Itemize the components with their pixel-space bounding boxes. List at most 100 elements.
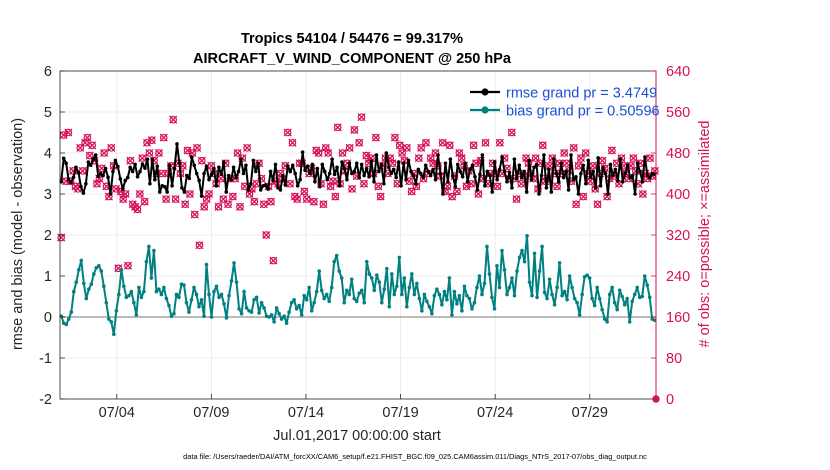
series-point: [254, 295, 259, 300]
obs-assimilated-marker: [154, 148, 163, 158]
obs-marker: [285, 179, 295, 188]
series-point: [66, 177, 71, 182]
obs-assimilated-marker: [493, 182, 502, 191]
legend-label: bias grand pr = 0.50596: [506, 104, 660, 120]
series-point: [283, 183, 288, 187]
series-point: [307, 285, 311, 290]
obs-marker: [448, 192, 457, 201]
series-point: [140, 162, 145, 166]
obs-assimilated-marker: [390, 133, 400, 142]
series-point: [492, 307, 497, 311]
obs-marker: [395, 141, 404, 150]
obs-assimilated-marker: [474, 189, 483, 199]
series-point: [478, 172, 482, 177]
series-point: [487, 272, 492, 276]
obs-possible-marker: [357, 113, 366, 121]
obs-marker: [553, 182, 562, 191]
series-point: [537, 269, 542, 273]
obs-assimilated-marker: [347, 184, 357, 193]
series-point: [362, 173, 366, 178]
series-point: [284, 321, 289, 325]
series-point: [97, 263, 101, 268]
series-point: [282, 314, 286, 318]
series-point: [505, 179, 509, 184]
series-point: [561, 175, 566, 180]
legend-marker: [481, 106, 489, 114]
series-point: [96, 174, 100, 179]
obs-possible-marker: [198, 156, 206, 165]
series-point: [69, 180, 73, 185]
series-point: [118, 177, 123, 181]
obs-marker: [100, 148, 109, 158]
series-point: [574, 174, 578, 179]
series-point: [133, 162, 137, 167]
obs-possible-marker: [581, 149, 590, 157]
obs-marker: [398, 148, 407, 158]
obs-assimilated-marker: [145, 148, 154, 158]
series-point: [482, 281, 487, 286]
obs-assimilated-marker: [462, 182, 471, 191]
obs-assimilated-marker: [512, 195, 521, 204]
series-point: [249, 310, 254, 314]
series-point: [389, 171, 394, 176]
series-point: [88, 163, 93, 168]
series-point: [246, 188, 251, 192]
series-point: [66, 317, 71, 321]
obs-marker: [457, 154, 466, 163]
obs-assimilated-marker: [362, 151, 371, 160]
series-point: [457, 293, 462, 298]
obs-marker: [581, 148, 590, 158]
series-point: [522, 259, 527, 264]
series-point: [289, 300, 294, 305]
obs-possible-marker: [229, 192, 237, 201]
obs-possible-marker: [214, 203, 223, 211]
series-point: [303, 168, 307, 173]
obs-possible-marker: [283, 128, 292, 137]
obs-possible-marker: [548, 154, 557, 162]
obs-assimilated-marker: [59, 131, 68, 140]
obs-marker: [269, 256, 278, 265]
series-point: [278, 188, 283, 192]
series-point: [512, 293, 517, 298]
series-point: [607, 292, 612, 297]
series-point: [550, 292, 554, 297]
series-point: [406, 158, 411, 163]
obs-marker: [83, 133, 92, 142]
obs-possible-marker: [403, 144, 411, 152]
series-point: [440, 302, 444, 307]
legend-marker: [481, 88, 489, 96]
obs-assimilated-marker: [147, 136, 156, 145]
series-point: [559, 161, 563, 166]
series-point: [167, 303, 171, 308]
series-point: [510, 276, 514, 280]
series-point: [372, 288, 377, 293]
series-point: [620, 179, 625, 184]
obs-possible-marker: [469, 141, 478, 150]
series-point: [272, 320, 276, 324]
series-point: [605, 320, 609, 324]
series-point: [177, 295, 181, 300]
series-point: [603, 171, 608, 176]
obs-possible-marker: [350, 126, 359, 134]
series-point: [149, 276, 154, 280]
obs-possible-marker: [66, 177, 75, 185]
series-point: [635, 285, 640, 290]
series-point: [189, 297, 194, 302]
obs-possible-marker: [260, 200, 268, 209]
obs-possible-marker: [147, 136, 156, 144]
series-point: [622, 302, 627, 307]
obs-assimilated-marker: [269, 256, 278, 265]
obs-assimilated-marker: [193, 143, 202, 152]
series-point: [234, 280, 239, 284]
series-point: [187, 310, 191, 314]
series-point: [433, 177, 438, 182]
series-point: [645, 173, 650, 178]
series-point: [505, 292, 509, 297]
series-point: [452, 289, 457, 294]
series-point: [276, 186, 280, 190]
obs-possible-marker: [76, 144, 85, 152]
series-point: [64, 322, 69, 327]
rmse-series: [59, 142, 657, 198]
series-point: [532, 165, 536, 170]
